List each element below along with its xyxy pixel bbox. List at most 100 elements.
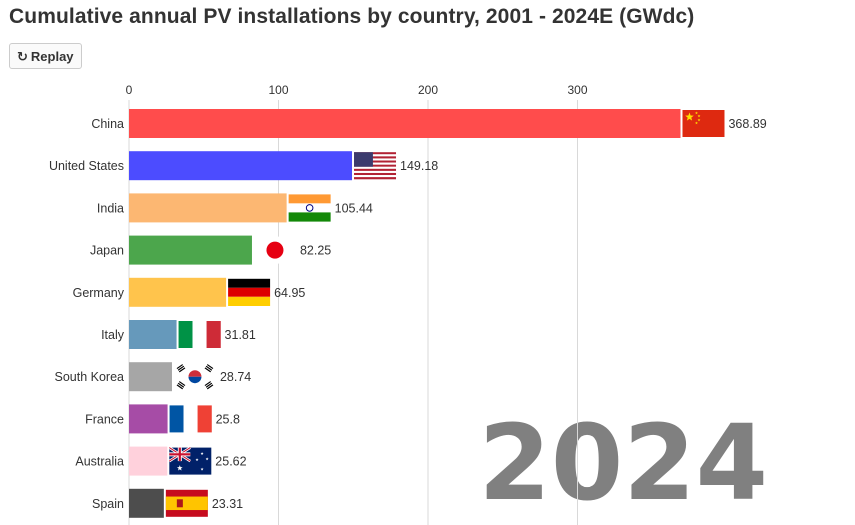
flag-trigram — [176, 381, 186, 390]
bar-row: Australia 25.62 — [75, 446, 247, 476]
year-label: 2024 — [479, 402, 768, 524]
flag-part — [228, 296, 271, 306]
flag-part — [354, 164, 397, 167]
flag-bar — [206, 364, 214, 370]
usa-flag-icon — [354, 152, 397, 180]
flag-part — [228, 287, 271, 297]
flag-part — [169, 405, 184, 433]
bar-row: Japan 82.25 — [90, 235, 331, 265]
value-label: 105.44 — [335, 201, 373, 215]
flag-part — [354, 158, 397, 161]
flag-trigram — [176, 364, 186, 373]
flag-bar — [204, 381, 212, 387]
flag-trigram — [204, 381, 214, 390]
flag-taeguk-red — [188, 370, 202, 377]
flag-bar — [176, 364, 184, 370]
flag-star — [695, 121, 698, 125]
flag-star — [685, 112, 694, 121]
flag-bar — [176, 384, 184, 390]
flag-part — [192, 321, 207, 348]
category-label: Spain — [92, 497, 124, 511]
value-label: 368.89 — [728, 117, 766, 131]
flag-star — [205, 457, 209, 461]
category-label: France — [85, 412, 124, 426]
bar-row: South Korea 28.74 — [55, 362, 251, 392]
flag-star — [200, 467, 204, 471]
flag-star — [176, 465, 183, 471]
flag-star — [697, 118, 701, 122]
x-tick-label: 100 — [268, 83, 288, 97]
bar — [129, 235, 252, 265]
flag-part — [288, 212, 331, 222]
japan-flag-icon — [253, 236, 296, 264]
x-tick-label: 200 — [418, 83, 438, 97]
flag-part — [354, 154, 397, 157]
category-label: United States — [49, 159, 124, 173]
bar — [129, 109, 681, 138]
flag-bar — [204, 367, 212, 373]
flag-part — [206, 321, 221, 348]
south-korea-flag-icon — [173, 363, 216, 391]
flag-trigram — [204, 364, 214, 373]
flag-part — [354, 177, 397, 180]
italy-flag-icon — [178, 321, 221, 348]
category-label: South Korea — [55, 370, 125, 384]
bar — [129, 446, 168, 476]
flag-part — [354, 166, 397, 169]
flag-part — [354, 175, 397, 178]
value-label: 149.18 — [400, 159, 438, 173]
bar-row: Spain 23.31 — [92, 488, 243, 518]
bar — [129, 277, 227, 307]
bar-row: Germany 64.95 — [73, 277, 305, 307]
value-label: 28.74 — [220, 370, 251, 384]
flag-sun — [266, 241, 284, 259]
flag-part — [354, 172, 397, 176]
china-flag-icon — [682, 110, 725, 137]
france-flag-icon — [169, 405, 212, 433]
flag-bar — [205, 382, 213, 388]
flag-part — [354, 152, 373, 167]
bar-row: Italy 31.81 — [101, 320, 256, 349]
bar — [129, 151, 353, 181]
flag-bar — [178, 381, 186, 387]
flag-bar — [178, 367, 186, 373]
flag-part — [288, 203, 331, 213]
germany-flag-icon — [228, 278, 271, 306]
flag-star — [200, 451, 204, 455]
replay-button[interactable]: ↻ Replay — [9, 43, 82, 69]
value-label: 82.25 — [300, 244, 331, 258]
flag-part — [354, 170, 397, 174]
bar-row: China 368.89 — [91, 109, 767, 138]
category-label: Italy — [101, 328, 125, 342]
flag-part — [354, 162, 397, 165]
flag-part — [354, 152, 397, 155]
flag-part — [354, 156, 397, 159]
flag-part — [354, 160, 397, 163]
flag-part — [165, 496, 208, 511]
flag-part — [288, 194, 331, 204]
flag-star — [697, 114, 701, 118]
flag-part — [682, 110, 725, 137]
bar-row: France 25.8 — [85, 404, 240, 434]
category-label: India — [97, 201, 124, 215]
x-tick-label: 300 — [567, 83, 587, 97]
flag-bar — [206, 384, 214, 390]
flag-part — [169, 453, 191, 456]
category-label: Australia — [75, 455, 124, 469]
value-label: 25.62 — [215, 455, 246, 469]
spain-flag-icon — [165, 489, 208, 517]
bar — [129, 362, 172, 392]
bar-row: India 105.44 — [97, 193, 373, 223]
value-label: 25.8 — [216, 412, 240, 426]
flag-part — [176, 499, 183, 508]
flag-star — [195, 458, 199, 462]
category-label: Germany — [73, 286, 125, 300]
flag-star — [695, 111, 698, 115]
flag-part — [228, 278, 271, 288]
flag-union-jack — [168, 446, 192, 463]
flag-bar — [177, 382, 185, 388]
bar-row: United States 149.18 — [49, 151, 438, 181]
category-label: Japan — [90, 244, 124, 258]
bar — [129, 488, 164, 518]
